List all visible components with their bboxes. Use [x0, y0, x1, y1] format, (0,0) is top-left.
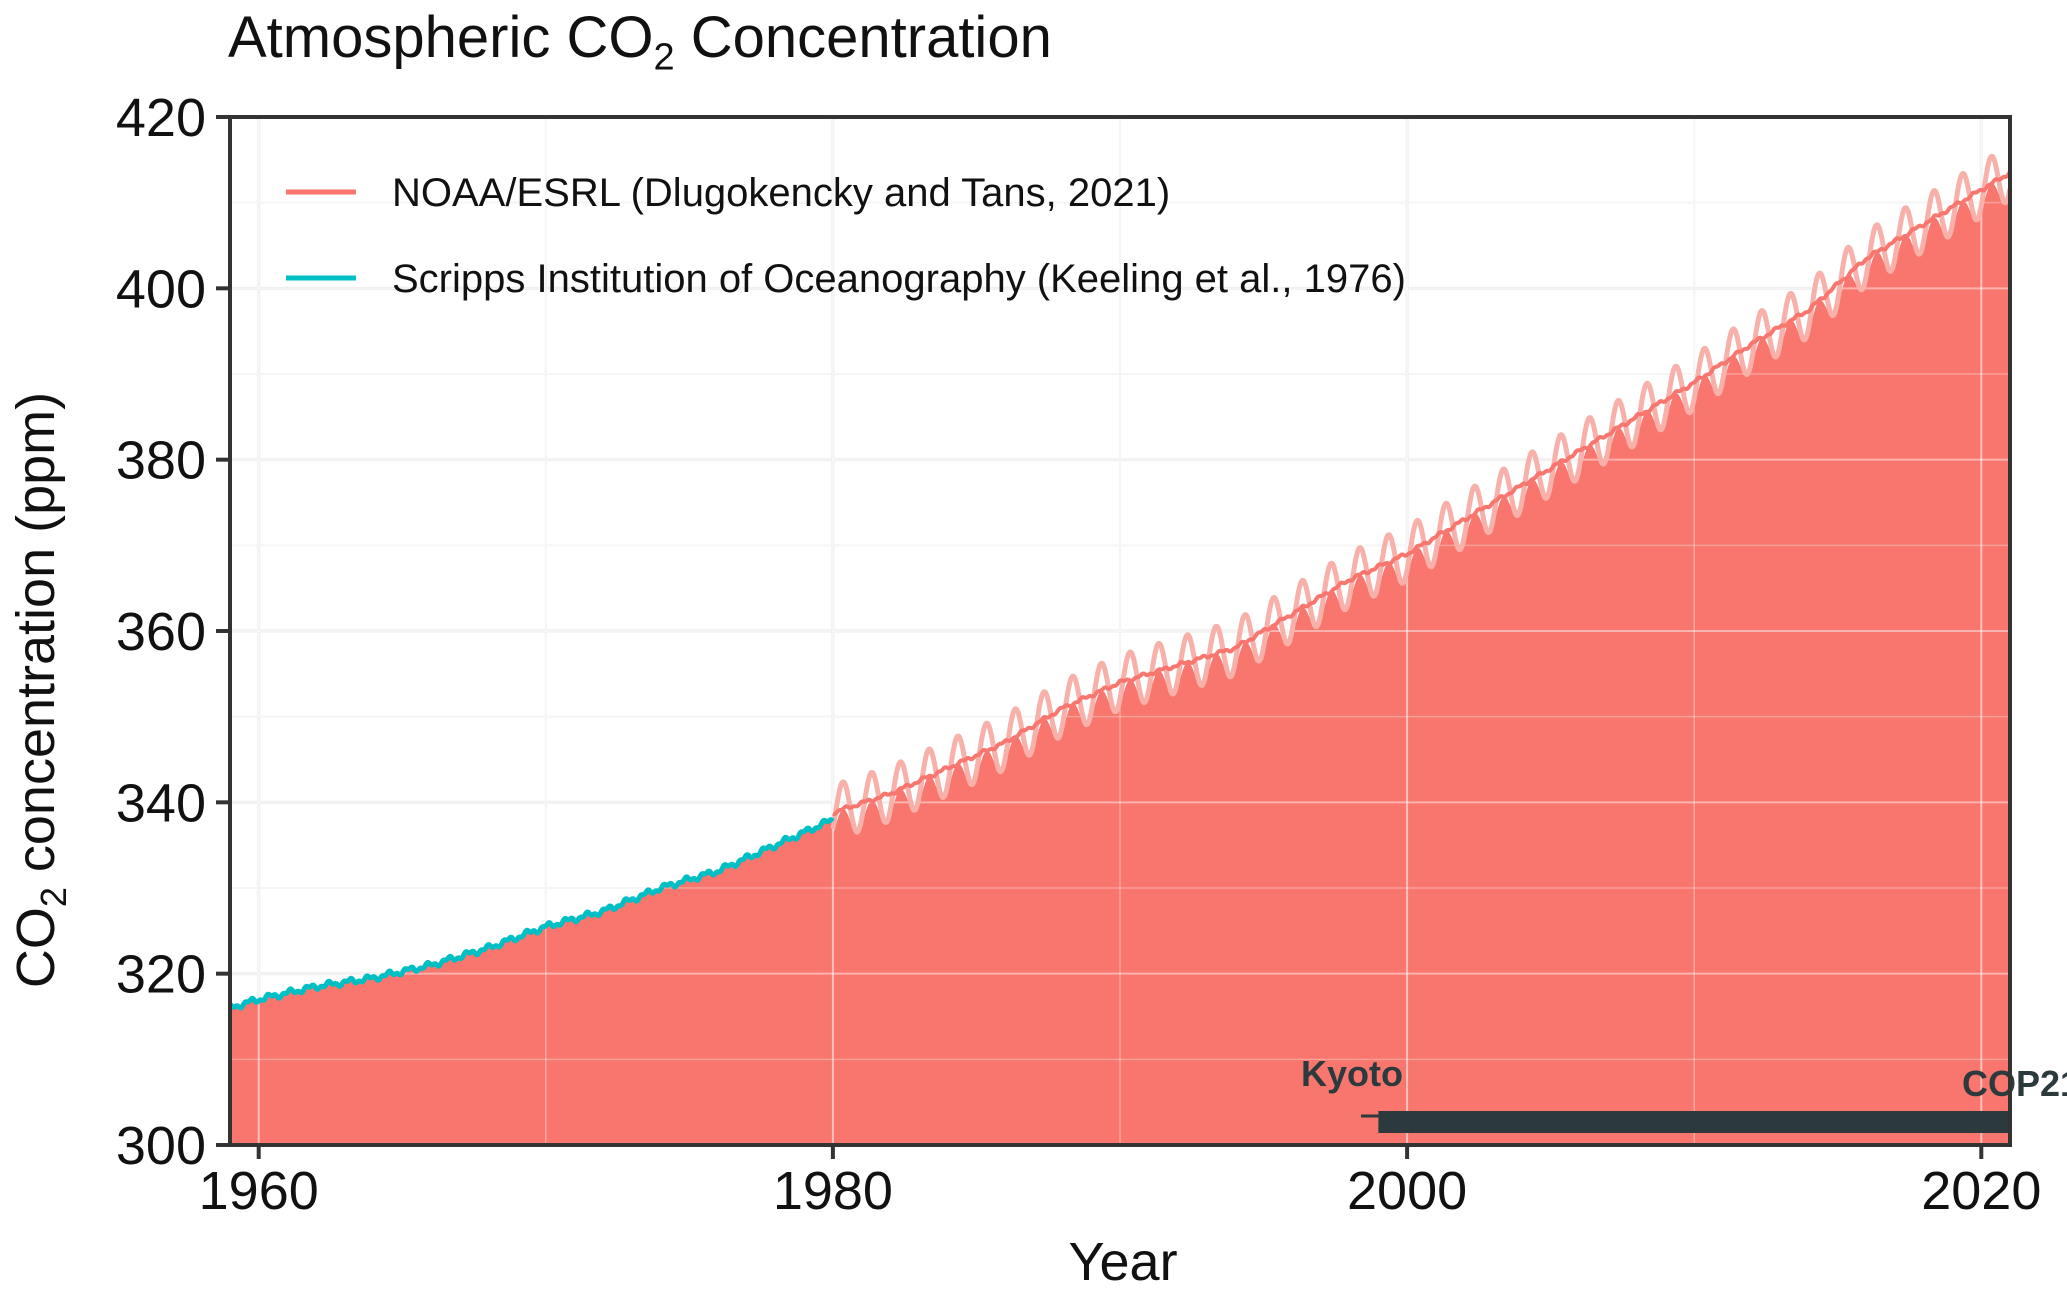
- area-layer: [230, 116, 2010, 1146]
- y-tick-label: 420: [116, 88, 206, 148]
- axis-layer: 300 320 340 360 380 400 420 1960 1980 2000 2020: [116, 88, 2041, 1221]
- kyoto-label: Kyoto: [1301, 1053, 1403, 1094]
- scripps-line: [228, 817, 835, 1011]
- chart-title: Atmospheric CO2 Concentration: [228, 5, 1052, 79]
- x-tick-label: 1980: [773, 1161, 893, 1221]
- legend-label-noaa: NOAA/ESRL (Dlugokencky and Tans, 2021): [392, 171, 1170, 215]
- cop21-label: COP21: [1962, 1063, 2067, 1104]
- y-tick-label: 300: [116, 1116, 206, 1176]
- x-tick-label: 1960: [199, 1161, 319, 1221]
- x-tick-label: 2000: [1347, 1161, 1467, 1221]
- x-axis-title: Year: [1068, 1232, 1178, 1292]
- y-axis-title: CO2 concentration (ppm): [6, 391, 74, 989]
- y-tick-label: 320: [116, 945, 206, 1005]
- noaa-seasonal-line: [830, 153, 2013, 835]
- y-tick-label: 340: [116, 773, 206, 833]
- noaa-trend-line: [831, 170, 2012, 817]
- concentration-area: [230, 183, 2010, 1145]
- annotation-layer: Kyoto COP21: [1301, 1053, 2067, 1133]
- y-tick-label: 400: [116, 259, 206, 319]
- x-tick-label: 2020: [1921, 1161, 2041, 1221]
- line-layer: [228, 153, 2013, 1011]
- y-tick-label: 360: [116, 602, 206, 662]
- y-tick-label: 380: [116, 431, 206, 491]
- legend: NOAA/ESRL (Dlugokencky and Tans, 2021) Sc…: [286, 171, 1406, 301]
- agreement-period-bar: [1378, 1111, 2010, 1133]
- legend-label-scripps: Scripps Institution of Oceanography (Kee…: [392, 257, 1406, 301]
